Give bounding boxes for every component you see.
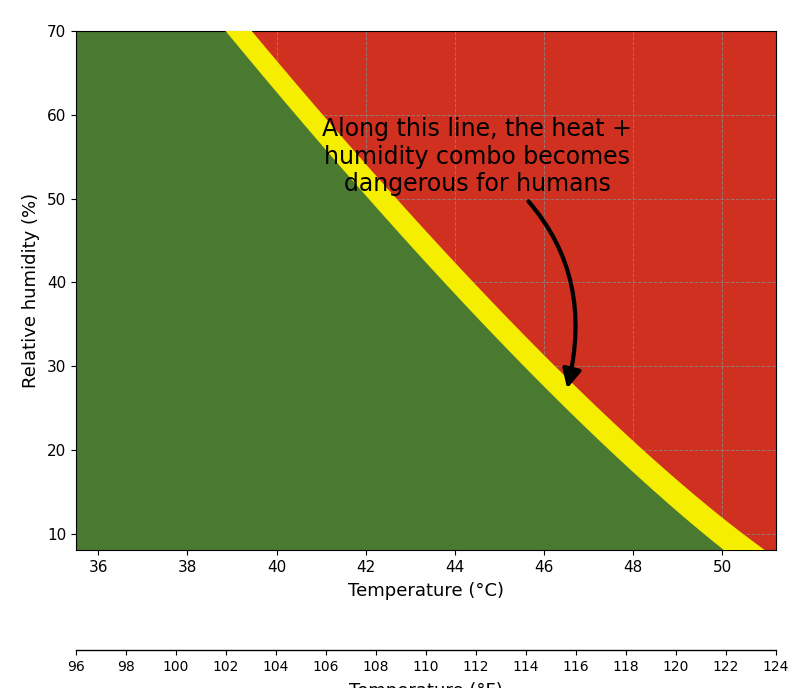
Y-axis label: Relative humidity (%): Relative humidity (%): [22, 193, 40, 388]
Text: Along this line, the heat +
humidity combo becomes
dangerous for humans: Along this line, the heat + humidity com…: [322, 117, 632, 384]
X-axis label: Temperature (°F): Temperature (°F): [349, 682, 503, 688]
X-axis label: Temperature (°C): Temperature (°C): [348, 582, 504, 600]
